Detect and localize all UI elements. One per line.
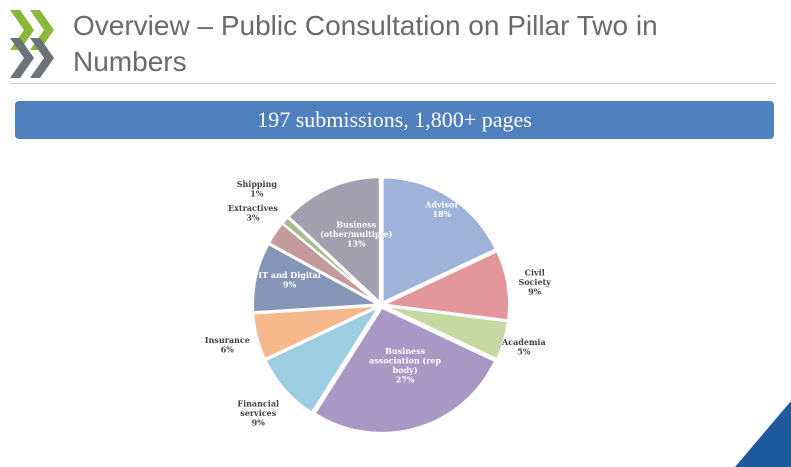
pie-label-academia: Academia 5% (501, 337, 546, 357)
pie-slice-business-association-rep-body (313, 306, 497, 434)
submissions-banner: 197 submissions, 1,800+ pages (15, 101, 774, 139)
pie-label-shipping: Shipping 1% (237, 179, 278, 199)
banner-text: 197 submissions, 1,800+ pages (257, 107, 532, 132)
pie-label-insurance: Insurance 6% (205, 335, 250, 355)
pie-label-financial-services: Financial services 9% (237, 398, 279, 427)
sector-pie-chart: Advisor 18% Civil Society 9% Academia 5% Busine… (205, 176, 551, 434)
oecd-logo-icon (10, 10, 54, 78)
page-title: Overview – Public Consultation on Pillar… (73, 10, 658, 77)
pie-slice-it-and-digital (252, 242, 382, 314)
title-divider (10, 83, 776, 84)
pie-slice-financial-services (264, 304, 382, 414)
pie-slice-academia (383, 304, 510, 361)
pie-label-business-other-multiple: Business (other/multiple) 13% (320, 219, 393, 248)
pie-slice-civil-society (380, 249, 510, 322)
pie-slice-business-other-multiple (287, 176, 381, 305)
pie-slice-shipping (281, 216, 380, 304)
logo-chevron-gray-left (10, 38, 34, 78)
pie-label-business-association-rep-body: Business association (rep body) 27% (369, 346, 441, 385)
pie-label-civil-society: Civil Society 9% (518, 267, 551, 296)
corner-triangle-decoration (735, 401, 791, 467)
pie-label-extractives: Extractives 3% (228, 203, 278, 223)
pie-slice-advisor (381, 176, 498, 305)
pie-label-advisor: Advisor 18% (424, 199, 459, 219)
logo-chevron-gray-right (30, 38, 54, 78)
pie-slice-insurance (252, 304, 379, 361)
pie-label-it-and-digital: IT and Digital 9% (258, 270, 320, 290)
